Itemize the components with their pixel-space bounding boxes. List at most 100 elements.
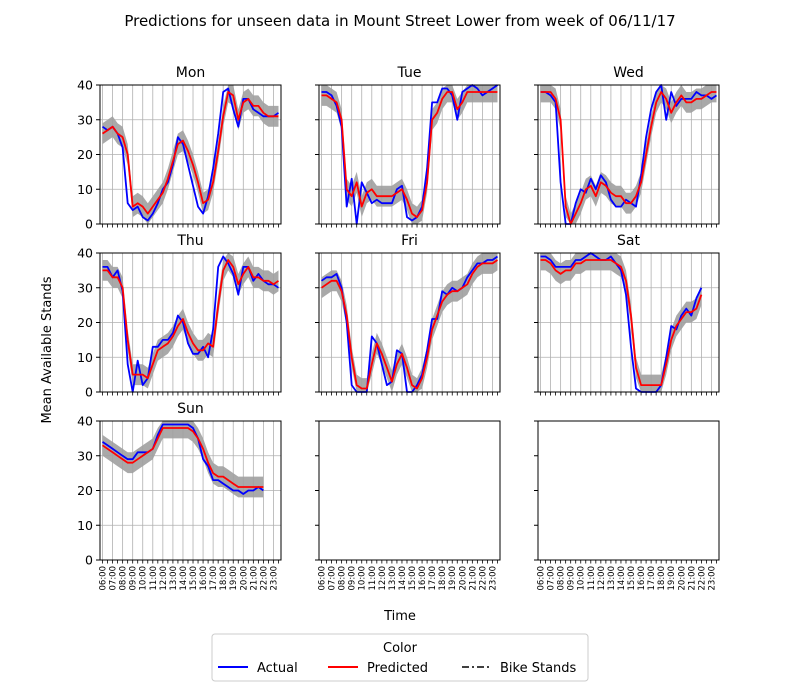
y-tick-label: 0: [85, 553, 93, 568]
plot-area: [538, 421, 719, 560]
y-tick-label: 10: [77, 182, 93, 197]
y-tick-label: 20: [77, 315, 93, 330]
x-tick-label: 23:00: [708, 566, 718, 591]
x-axis-label: Time: [383, 609, 416, 624]
x-tick-label: 15:00: [408, 566, 418, 591]
subplot-thu: Thu 0 10 20 30 40: [77, 233, 282, 400]
x-tick-label: 14:00: [179, 566, 189, 591]
x-tick-label: 21:00: [468, 566, 478, 591]
x-tick-label: 15:00: [627, 566, 637, 591]
y-tick-label: 40: [77, 246, 93, 261]
series-predicted-line: [102, 259, 280, 380]
x-tick-label: 20:00: [458, 566, 468, 591]
subplot-title: Thu: [176, 233, 203, 249]
y-tick-label: 10: [77, 518, 93, 533]
x-tick-label: 18:00: [219, 566, 229, 591]
legend-entry-predicted: Predicted: [328, 661, 428, 676]
x-tick-label: 07:00: [109, 566, 119, 591]
x-tick-label: 13:00: [607, 566, 617, 591]
subplot-tue: Tue: [315, 65, 501, 228]
series-predicted-line: [101, 427, 264, 488]
y-tick-label: 40: [77, 414, 93, 429]
y-tick-label: 30: [77, 280, 93, 295]
subplot-title: Tue: [397, 65, 422, 81]
series-actual-line: [101, 423, 264, 495]
x-tick-label: 12:00: [159, 566, 169, 591]
y-tick-label: 30: [77, 448, 93, 463]
figure-title: Predictions for unseen data in Mount Str…: [124, 12, 675, 30]
subplot-sun: Sun 0 10 20 30 40 06:00 07:00 08:00 09:00 10:00 11:…: [77, 401, 282, 591]
x-tick-label: 21:00: [687, 566, 697, 591]
subplot-title: Sun: [177, 401, 204, 417]
subplot-grid: Mon 0 10 20 30 40 Tue Wed Thu 0 10 20 30 40 Fri Sat Sun 0…: [77, 65, 720, 591]
x-tick-label: 09:00: [348, 566, 358, 591]
subplot-title: Mon: [176, 65, 206, 81]
y-tick-label: 40: [77, 78, 93, 93]
subplot-empty-8: 06:00 07:00 08:00 09:00 10:00 11:00 12:00 13:00…: [534, 420, 720, 591]
legend-label-actual: Actual: [257, 661, 298, 676]
x-tick-label: 08:00: [557, 566, 567, 591]
x-tick-label: 10:00: [358, 566, 368, 591]
x-tick-label: 16:00: [418, 566, 428, 591]
prediction-band: [102, 421, 264, 498]
y-tick-label: 20: [77, 483, 93, 498]
legend-label-bike-stands: Bike Stands: [500, 661, 577, 676]
x-tick-label: 08:00: [338, 566, 348, 591]
y-tick-label: 10: [77, 350, 93, 365]
x-tick-label: 14:00: [617, 566, 627, 591]
y-tick-label: 20: [77, 147, 93, 162]
x-tick-label: 17:00: [209, 566, 219, 591]
x-tick-label: 11:00: [149, 566, 159, 591]
subplot-title: Wed: [613, 65, 644, 81]
x-tick-label: 13:00: [169, 566, 179, 591]
subplot-fri: Fri: [315, 233, 501, 396]
subplot-empty-7: 06:00 07:00 08:00 09:00 10:00 11:00 12:00 13:00…: [315, 420, 501, 591]
prediction-band: [102, 85, 279, 224]
x-tick-label: 21:00: [249, 566, 259, 591]
x-tick-label: 16:00: [199, 566, 209, 591]
x-tick-label: 06:00: [537, 566, 547, 591]
series-predicted-line: [540, 259, 703, 387]
prediction-band: [540, 85, 717, 224]
x-tick-label: 20:00: [239, 566, 249, 591]
x-tick-label: 12:00: [597, 566, 607, 591]
x-tick-label: 11:00: [587, 566, 597, 591]
subplot-mon: Mon 0 10 20 30 40: [77, 65, 282, 232]
subplot-title: Fri: [401, 233, 418, 249]
x-tick-label: 07:00: [328, 566, 338, 591]
series-predicted-line: [321, 91, 498, 219]
x-tick-label: 06:00: [99, 566, 109, 591]
subplot-wed: Wed: [534, 65, 720, 228]
x-tick-label: 10:00: [577, 566, 587, 591]
x-tick-label: 16:00: [637, 566, 647, 591]
x-tick-label: 09:00: [129, 566, 139, 591]
x-tick-label: 10:00: [139, 566, 149, 591]
y-tick-label: 0: [85, 217, 93, 232]
legend-title: Color: [383, 641, 418, 656]
x-tick-label: 22:00: [478, 566, 488, 591]
x-tick-label: 22:00: [259, 566, 269, 591]
x-tick-label: 19:00: [667, 566, 677, 591]
x-tick-label: 22:00: [697, 566, 707, 591]
x-tick-label: 23:00: [489, 566, 499, 591]
series-predicted-line: [320, 259, 499, 390]
legend-frame: [211, 633, 589, 682]
x-tick-label: 08:00: [119, 566, 129, 591]
y-tick-label: 30: [77, 112, 93, 127]
legend: Color Actual Predicted Bike Stands: [211, 633, 589, 682]
legend-entry-actual: Actual: [218, 661, 298, 676]
x-tick-label: 19:00: [448, 566, 458, 591]
x-tick-label: 19:00: [229, 566, 239, 591]
x-tick-label: 18:00: [657, 566, 667, 591]
legend-label-predicted: Predicted: [367, 661, 428, 676]
x-tick-label: 17:00: [428, 566, 438, 591]
x-tick-label: 06:00: [318, 566, 328, 591]
x-tick-label: 18:00: [438, 566, 448, 591]
legend-entry-bike-stands: Bike Stands: [462, 661, 577, 676]
x-tick-label: 23:00: [270, 566, 280, 591]
plot-area: [319, 421, 500, 560]
y-tick-label: 0: [85, 385, 93, 400]
y-axis-label: Mean Available Stands: [40, 276, 55, 423]
subplot-sat: Sat: [534, 233, 720, 396]
